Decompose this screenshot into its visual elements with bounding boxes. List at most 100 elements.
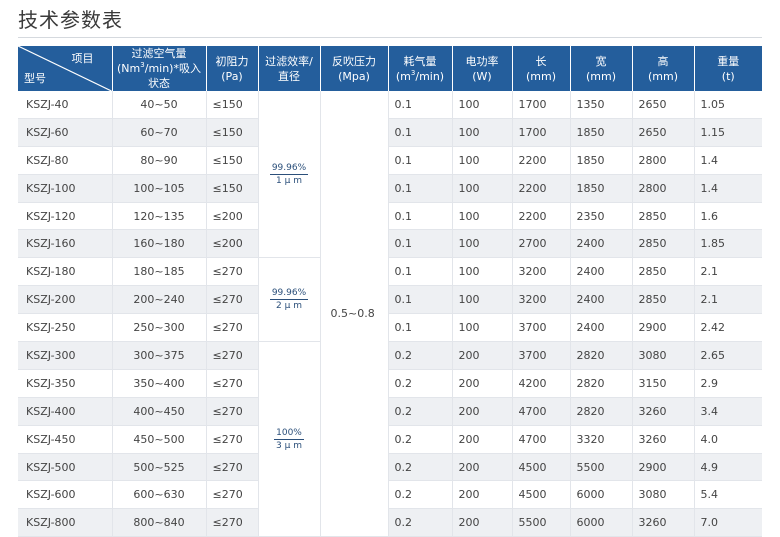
cell-initial-resistance: ≤270 [206,257,259,287]
cell-model: KSZJ-350 [18,369,113,398]
cell-height: 3150 [632,369,695,398]
efficiency-diameter: 3 μ m [276,440,302,451]
cell-length: 4500 [512,480,571,510]
cell-initial-resistance: ≤270 [206,480,259,510]
header-unit: (t) [721,69,735,83]
header-unit-suffix: /min) [415,69,445,83]
cell-weight: 7.0 [694,508,762,537]
page-title: 技术参数表 [18,8,123,32]
cell-width: 6000 [570,480,633,510]
header-height: 高 (mm) [632,46,695,91]
cell-height: 2850 [632,257,695,287]
header-backflush-pressure: 反吹压力 (Mpa) [320,46,389,91]
cell-height: 2850 [632,202,695,231]
title-divider [18,37,762,38]
cell-weight: 2.1 [694,285,762,315]
cell-length: 1700 [512,91,571,119]
header-line2: 直径 [259,69,320,84]
cell-power: 200 [452,508,513,537]
cell-air-flow: 80~90 [112,146,207,175]
cell-height: 2900 [632,313,695,343]
cell-gas-consumption: 0.2 [388,397,453,426]
cell-weight: 2.65 [694,341,762,370]
cell-air-flow: 60~70 [112,118,207,147]
cell-gas-consumption: 0.2 [388,369,453,398]
cell-length: 3200 [512,257,571,287]
cell-power: 200 [452,341,513,370]
header-unit: (mm) [585,69,616,83]
cell-width: 2400 [570,313,633,343]
header-line2: (t) [695,69,763,84]
cell-width: 2820 [570,369,633,398]
cell-width: 2400 [570,257,633,287]
cell-width: 2400 [570,229,633,259]
cell-power: 200 [452,453,513,482]
cell-width: 6000 [570,508,633,537]
cell-gas-consumption: 0.2 [388,453,453,482]
cell-height: 3260 [632,508,695,537]
cell-power: 200 [452,425,513,454]
cell-height: 3080 [632,480,695,510]
cell-height: 2650 [632,91,695,119]
table-row: KSZJ-120 120~135 ≤200 0.1 100 2200 2350 2850 1.6 [18,202,762,231]
cell-model: KSZJ-120 [18,202,113,231]
table-row: KSZJ-350 350~400 ≤270 0.2 200 4200 2820 3150 2.9 [18,369,762,398]
header-line1: 高 [657,54,669,68]
header-unit: (m [395,69,411,83]
cell-length: 2700 [512,229,571,259]
header-weight: 重量 (t) [694,46,762,91]
cell-initial-resistance: ≤270 [206,453,259,482]
cell-weight: 5.4 [694,480,762,510]
header-line1: 电功率 [465,54,499,68]
cell-gas-consumption: 0.1 [388,118,453,147]
cell-gas-consumption: 0.2 [388,480,453,510]
efficiency-fraction: 100% 3 μ m [274,428,304,451]
table-row: KSZJ-40 40~50 ≤150 99.96% 1 μ m 0.5~0.8 0.1 100… [18,91,762,537]
cell-weight: 2.1 [694,257,762,287]
header-line1: 反吹压力 [332,54,376,68]
header-corner-cell: 项目 型号 [18,46,113,91]
table-row: KSZJ-180 180~185 ≤270 99.96% 2 μ m 0.1 100 3200… [18,257,762,343]
cell-initial-resistance: ≤270 [206,369,259,398]
cell-length: 2200 [512,202,571,231]
cell-weight: 1.4 [694,146,762,175]
cell-weight: 1.4 [694,174,762,203]
cell-gas-consumption: 0.1 [388,146,453,175]
cell-gas-consumption: 0.1 [388,313,453,343]
corner-diagonal [18,46,112,91]
cell-height: 2800 [632,174,695,203]
cell-weight: 3.4 [694,397,762,426]
cell-height: 3260 [632,425,695,454]
header-line2: (m3/min) [389,69,452,84]
cell-initial-resistance: ≤270 [206,313,259,343]
header-line1: 耗气量 [403,54,437,68]
header-gas-consumption: 耗气量 (m3/min) [388,46,453,91]
header-power: 电功率 (W) [452,46,513,91]
header-line2: (Pa) [207,69,258,84]
cell-weight: 2.9 [694,369,762,398]
cell-weight: 1.05 [694,91,762,119]
cell-initial-resistance: ≤200 [206,202,259,231]
header-line2: (mm) [513,69,570,84]
cell-weight: 1.6 [694,202,762,231]
cell-weight: 2.42 [694,313,762,343]
cell-model: KSZJ-400 [18,397,113,426]
cell-initial-resistance: ≤270 [206,425,259,454]
cell-power: 100 [452,91,513,119]
cell-model: KSZJ-450 [18,425,113,454]
cell-gas-consumption: 0.2 [388,341,453,370]
cell-air-flow: 200~240 [112,285,207,315]
header-line1: 长 [535,54,547,68]
cell-width: 5500 [570,453,633,482]
cell-air-flow: 120~135 [112,202,207,231]
table-row: KSZJ-600 600~630 ≤270 0.2 200 4500 6000 3080 5.4 [18,480,762,510]
cell-filter-efficiency: 99.96% 1 μ m [258,91,321,259]
cell-power: 100 [452,257,513,287]
header-unit: (mm) [647,69,678,83]
cell-air-flow: 800~840 [112,508,207,537]
cell-length: 3200 [512,285,571,315]
header-line2: (W) [453,69,512,84]
cell-length: 2200 [512,174,571,203]
table-row: KSZJ-400 400~450 ≤270 0.2 200 4700 2820 3260 3.4 [18,397,762,426]
cell-initial-resistance: ≤150 [206,118,259,147]
